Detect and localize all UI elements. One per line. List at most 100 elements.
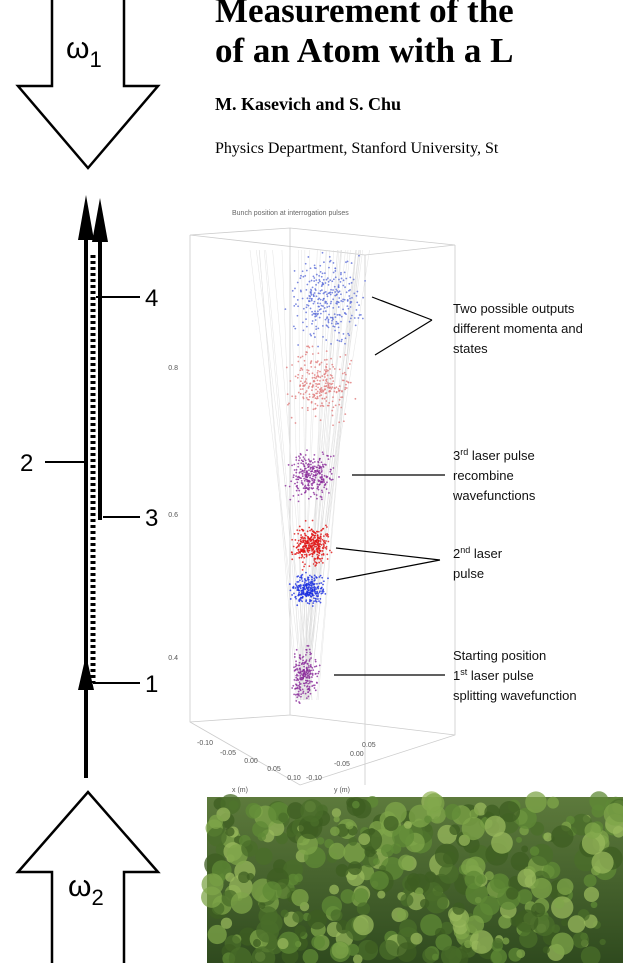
particle [319, 543, 321, 545]
particle [332, 307, 334, 309]
particle [313, 280, 315, 282]
particle [289, 583, 291, 585]
foliage [330, 826, 340, 836]
particle [309, 281, 311, 283]
particle [323, 466, 325, 468]
particle [342, 308, 344, 310]
particle [304, 581, 306, 583]
particle [309, 396, 311, 398]
particle [347, 299, 349, 301]
annotation-line: different momenta and [453, 321, 583, 336]
particle [310, 596, 312, 598]
particle [298, 455, 300, 457]
particle [297, 299, 299, 301]
particle [315, 540, 317, 542]
particle [330, 289, 332, 291]
particle [326, 455, 328, 457]
particle [326, 554, 328, 556]
particle [297, 305, 299, 307]
foliage [491, 832, 513, 854]
particle [321, 276, 323, 278]
y-axis-label: y (m) [334, 787, 350, 794]
particle [356, 309, 358, 311]
particle [315, 284, 317, 286]
beam-symbol: ω [66, 32, 89, 65]
particle [286, 367, 288, 369]
particle [356, 295, 358, 297]
path-label: 2 [20, 450, 33, 477]
particle [338, 301, 340, 303]
particle [327, 295, 329, 297]
particle [321, 398, 323, 400]
particle [292, 290, 294, 292]
particle [356, 301, 358, 303]
particle [333, 272, 335, 274]
particle [331, 388, 333, 390]
particle [302, 561, 304, 563]
particle [325, 379, 327, 381]
particle [328, 458, 330, 460]
foliage [334, 816, 340, 822]
foliage [404, 821, 412, 829]
particle [306, 697, 308, 699]
particle [307, 466, 309, 468]
particle [294, 670, 296, 672]
particle [319, 317, 321, 319]
particle [293, 592, 295, 594]
particle [358, 304, 360, 306]
particle [341, 396, 343, 398]
particle [295, 663, 297, 665]
particle [331, 292, 333, 294]
particle [338, 279, 340, 281]
foliage [384, 816, 399, 831]
particle [319, 265, 321, 267]
particle [314, 461, 316, 463]
foliage [452, 902, 464, 914]
foliage [370, 871, 389, 890]
particle [299, 681, 301, 683]
particle [328, 385, 330, 387]
particle [325, 301, 327, 303]
particle [299, 674, 301, 676]
particle [306, 449, 308, 451]
foliage [241, 840, 258, 857]
particle [317, 306, 319, 308]
particle [303, 566, 305, 568]
particle [331, 473, 333, 475]
particle [331, 280, 333, 282]
foliage [435, 844, 459, 868]
particle [320, 541, 322, 543]
particle [312, 581, 314, 583]
particle [318, 552, 320, 554]
particle [326, 535, 328, 537]
particle [312, 462, 314, 464]
particle [324, 388, 326, 390]
particle [334, 291, 336, 293]
particle [303, 537, 305, 539]
particle [350, 301, 352, 303]
particle [303, 585, 305, 587]
particle [340, 272, 342, 274]
particle [307, 297, 309, 299]
particle [315, 673, 317, 675]
particle [318, 600, 320, 602]
particle [318, 484, 320, 486]
particle [314, 589, 316, 591]
particle [295, 457, 297, 459]
particle [297, 575, 299, 577]
particle [321, 468, 323, 470]
particle [315, 385, 317, 387]
particle [301, 590, 303, 592]
particle [310, 366, 312, 368]
particle [328, 387, 330, 389]
particle [326, 476, 328, 478]
foliage [551, 825, 573, 847]
foliage [465, 871, 483, 889]
particle [294, 270, 296, 272]
foliage [278, 813, 288, 823]
particle [310, 693, 312, 695]
particle [302, 539, 304, 541]
foliage [600, 939, 606, 945]
foliage [519, 930, 537, 948]
